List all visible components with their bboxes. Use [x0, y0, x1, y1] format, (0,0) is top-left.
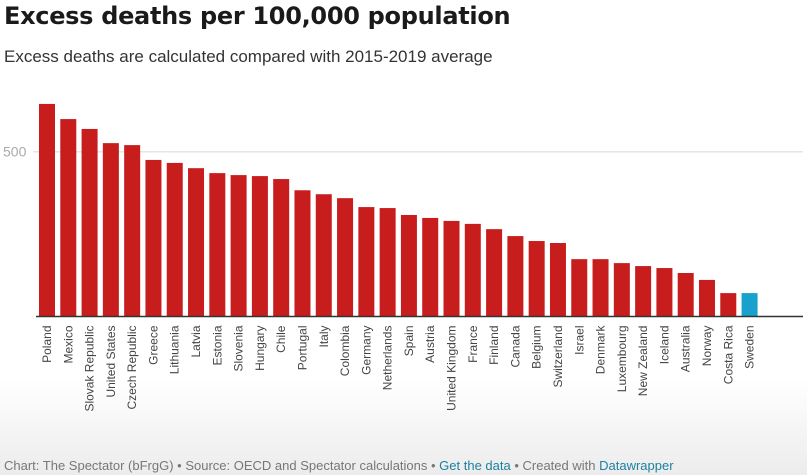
bar-chart: 500 Poland Mexico Slovak Republic United Sta… — [3, 103, 803, 412]
x-category-label: Denmark — [594, 325, 608, 375]
bar-israel[interactable] — [571, 259, 588, 317]
bar-sweden[interactable] — [741, 293, 758, 317]
chart-title: Excess deaths per 100,000 population — [4, 2, 511, 30]
bar-switzerland[interactable] — [549, 242, 566, 317]
bar-mexico[interactable] — [60, 119, 77, 317]
x-category-label: Belgium — [530, 326, 544, 369]
bar-czech-republic[interactable] — [124, 145, 141, 317]
bar-slovak-republic[interactable] — [81, 128, 98, 317]
y-tick-label: 500 — [3, 144, 27, 160]
x-category-label: Switzerland — [551, 326, 565, 388]
bar-colombia[interactable] — [337, 198, 354, 317]
bar-france[interactable] — [464, 223, 481, 317]
bar-costa-rica[interactable] — [720, 293, 737, 317]
get-data-link[interactable]: Get the data — [439, 458, 511, 473]
bar-lithuania[interactable] — [166, 162, 183, 317]
x-category-label: Australia — [679, 325, 693, 372]
footer: Chart: The Spectator (bFrgG) • Source: O… — [4, 458, 674, 473]
x-category-label: Estonia — [210, 325, 224, 365]
chart-subtitle: Excess deaths are calculated compared wi… — [4, 47, 493, 66]
bar-finland[interactable] — [486, 229, 503, 317]
x-category-label: Israel — [572, 326, 586, 355]
bar-estonia[interactable] — [209, 173, 226, 317]
x-category-label: France — [466, 325, 480, 363]
x-category-label: Finland — [487, 326, 501, 365]
footer-created-with: • Created with — [510, 458, 600, 473]
bar-poland[interactable] — [39, 103, 55, 317]
x-category-label: Spain — [402, 326, 416, 357]
bar-australia[interactable] — [677, 272, 694, 317]
x-category-label: Poland — [40, 326, 54, 363]
x-category-label: Colombia — [338, 325, 352, 376]
x-category-label: Portugal — [295, 326, 309, 371]
bar-canada[interactable] — [507, 236, 524, 317]
x-category-label: Austria — [423, 325, 437, 363]
bar-greece[interactable] — [145, 159, 162, 317]
x-category-label: Lithuania — [168, 325, 182, 374]
x-category-label: Canada — [508, 325, 522, 367]
bar-chile[interactable] — [273, 179, 290, 317]
bar-slovenia[interactable] — [230, 175, 247, 317]
x-category-label: Costa Rica — [721, 325, 735, 384]
x-category-label: Latvia — [189, 325, 203, 357]
datawrapper-link[interactable]: Datawrapper — [599, 458, 674, 473]
x-category-label: Luxembourg — [615, 326, 629, 393]
bar-portugal[interactable] — [294, 190, 311, 317]
bar-italy[interactable] — [315, 194, 332, 317]
x-category-label: Iceland — [657, 326, 671, 365]
footer-credits: Chart: The Spectator (bFrgG) • Source: O… — [4, 458, 440, 473]
bar-luxembourg[interactable] — [613, 263, 630, 317]
bar-iceland[interactable] — [656, 268, 673, 317]
x-category-label: Italy — [317, 326, 331, 348]
bar-united-states[interactable] — [102, 143, 119, 317]
x-category-label: Mexico — [61, 325, 75, 363]
x-category-label: Sweden — [743, 326, 757, 369]
x-category-label: Slovak Republic — [83, 326, 97, 412]
bar-belgium[interactable] — [528, 241, 545, 317]
bar-austria[interactable] — [422, 217, 439, 317]
bar-denmark[interactable] — [592, 259, 609, 317]
bar-united-kingdom[interactable] — [443, 220, 460, 317]
bar-norway[interactable] — [698, 279, 715, 317]
bar-hungary[interactable] — [251, 176, 268, 317]
x-category-label: Norway — [700, 326, 714, 367]
bar-netherlands[interactable] — [379, 208, 396, 317]
x-category-label: Chile — [274, 325, 288, 353]
x-category-label: New Zealand — [636, 326, 650, 397]
x-category-label: United States — [104, 326, 118, 398]
x-category-label: Hungary — [253, 326, 267, 371]
bar-spain[interactable] — [400, 214, 417, 317]
x-category-label: Netherlands — [381, 326, 395, 391]
bar-new-zealand[interactable] — [635, 266, 652, 317]
x-category-label: Czech Republic — [125, 326, 139, 410]
bar-latvia[interactable] — [188, 168, 205, 317]
x-category-label: Germany — [359, 326, 373, 375]
x-category-label: United Kingdom — [445, 326, 459, 411]
x-category-label: Greece — [146, 325, 160, 365]
bar-germany[interactable] — [358, 207, 375, 317]
x-category-label: Slovenia — [232, 325, 246, 371]
